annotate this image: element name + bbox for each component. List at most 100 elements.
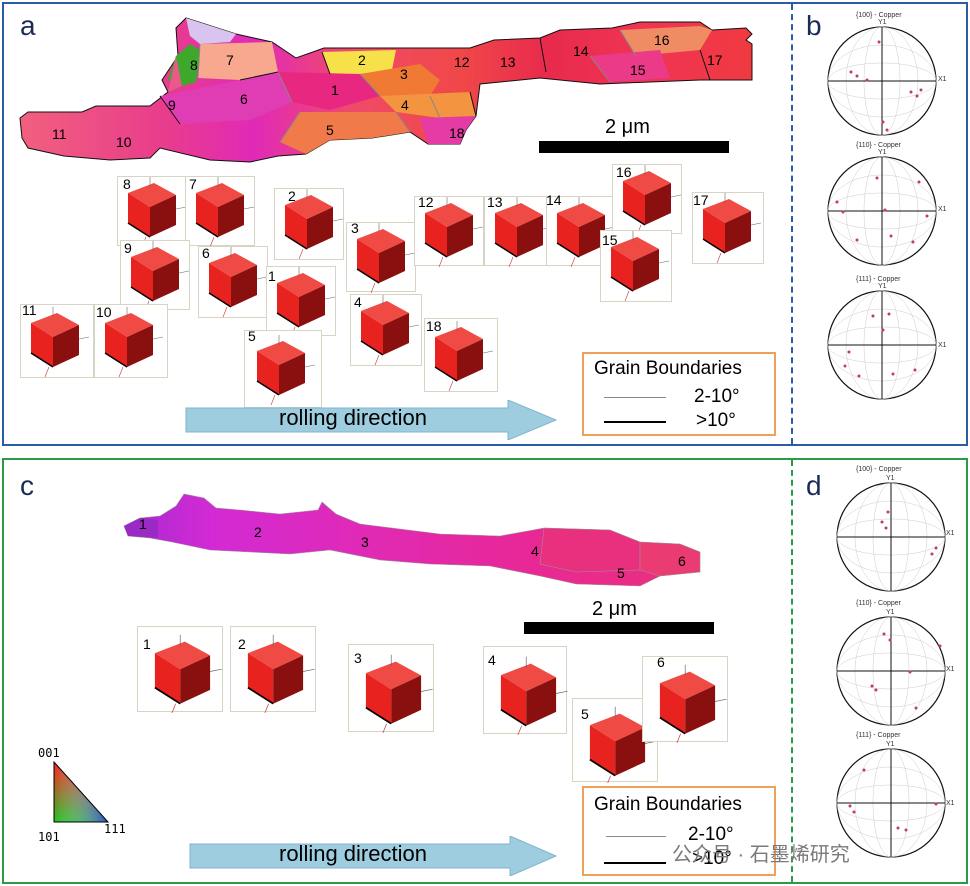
- pole-axis-x: X1: [946, 666, 955, 673]
- cube-label-bottom: 5: [581, 706, 589, 722]
- cube-label-bottom: 1: [143, 636, 151, 652]
- cube-box-top: [424, 318, 498, 392]
- grain-label-bottom-1: 1: [139, 516, 147, 532]
- pole-axis-x: X1: [938, 342, 947, 349]
- cube-box-bottom: [230, 626, 316, 717]
- cube-label-top: 1: [268, 268, 276, 284]
- cube-box-top: [274, 188, 344, 260]
- pole-figure-title: {110} - Copper: [856, 600, 902, 607]
- cube-label-top: 11: [22, 302, 37, 318]
- legend-line-high: [604, 862, 666, 864]
- cube-label-top: 6: [202, 245, 210, 261]
- grain-label-top-3: 3: [400, 66, 408, 82]
- panel-ab-frame: [2, 2, 968, 446]
- grain-label-bottom-4: 4: [531, 543, 539, 559]
- grain-label-top-7: 7: [226, 52, 234, 68]
- pole-axis-y: Y1: [878, 19, 887, 26]
- legend-line-low: [604, 397, 666, 398]
- pole-figure-title: {110} - Copper: [856, 142, 902, 149]
- cube-label-top: 2: [288, 188, 296, 204]
- grain-label-top-2: 2: [358, 52, 366, 68]
- cube-label-top: 17: [693, 192, 709, 208]
- ebsd-map-top: [19, 17, 753, 163]
- cube-box-top: [20, 304, 94, 378]
- grain-label-top-15: 15: [630, 62, 646, 78]
- grain-label-top-4: 4: [401, 97, 409, 113]
- pole-axis-y: Y1: [878, 149, 887, 156]
- cube-box-top: [350, 294, 422, 366]
- pole-figure-title: {111} - Copper: [856, 276, 901, 283]
- pole-figure-title: {100} - Copper: [856, 12, 902, 19]
- pole-axis-y: Y1: [886, 741, 895, 748]
- cube-box-top: [612, 164, 682, 236]
- grain-label-top-16: 16: [654, 32, 670, 48]
- cube-box-bottom: [642, 656, 728, 747]
- legend-title: Grain Boundaries: [594, 794, 742, 815]
- pole-figure-100-top: [827, 26, 937, 136]
- pole-axis-x: X1: [938, 206, 947, 213]
- cube-label-top: 7: [189, 176, 197, 192]
- cube-box-top: [414, 196, 484, 268]
- pole-figure-110-top: [827, 156, 937, 266]
- pole-figure-111-bottom: [836, 748, 946, 858]
- rolling-direction-label-bottom: rolling direction: [279, 841, 427, 866]
- grain-label-bottom-3: 3: [361, 534, 369, 550]
- pole-figure-title: {100} - Copper: [856, 466, 902, 473]
- pole-figure-100-bottom: [836, 482, 946, 592]
- legend-label-high: >10°: [696, 410, 736, 431]
- triangle-label-111: 111: [104, 822, 126, 836]
- scale-bar-label-bottom: 2 μm: [592, 598, 637, 620]
- pole-figure-110-bottom: [836, 616, 946, 726]
- cube-label-top: 13: [487, 194, 503, 210]
- grain-label-top-8: 8: [190, 57, 198, 73]
- cube-label-top: 9: [124, 240, 132, 256]
- pole-figure-111-top: [827, 290, 937, 400]
- triangle-label-001: 001: [38, 746, 60, 760]
- panel-ab-divider: [791, 4, 793, 444]
- cube-box-top: [266, 266, 336, 338]
- rolling-direction-arrow-top: [185, 400, 558, 440]
- legend-label-low: 2-10°: [688, 824, 734, 845]
- panel-label-b: b: [806, 10, 822, 41]
- cube-box-top: [198, 246, 268, 318]
- grain-label-top-17: 17: [707, 52, 723, 68]
- pole-axis-x: X1: [946, 800, 955, 807]
- rolling-direction-arrow-bottom: [189, 836, 558, 876]
- cube-label-top: 10: [96, 304, 112, 320]
- grain-label-top-6: 6: [240, 91, 248, 107]
- cube-box-bottom: [483, 646, 569, 739]
- cube-box-bottom: [137, 626, 223, 717]
- cube-box-top: [692, 192, 764, 264]
- cube-label-top: 18: [426, 318, 442, 334]
- grain-label-top-12: 12: [454, 54, 470, 70]
- panel-label-d: d: [806, 470, 822, 501]
- cube-box-top: [185, 176, 255, 248]
- cube-label-top: 8: [123, 176, 131, 192]
- grain-label-bottom-2: 2: [254, 524, 262, 540]
- cube-label-top: 14: [546, 192, 562, 208]
- panel-label-a: a: [20, 10, 36, 41]
- grain-label-top-9: 9: [168, 97, 176, 113]
- cube-label-top: 16: [616, 164, 632, 180]
- cube-label-bottom: 3: [354, 650, 362, 666]
- grain-label-bottom-5: 5: [617, 565, 625, 581]
- legend-title: Grain Boundaries: [594, 358, 742, 379]
- panel-cd-frame: [2, 458, 968, 884]
- grain-label-top-13: 13: [500, 54, 516, 70]
- pole-axis-y: Y1: [886, 609, 895, 616]
- grain-label-top-14: 14: [573, 43, 589, 59]
- cube-box-bottom: [348, 644, 434, 737]
- pole-axis-x: X1: [938, 76, 947, 83]
- cube-label-bottom: 6: [657, 654, 665, 670]
- grain-label-top-11: 11: [52, 126, 67, 142]
- panel-label-c: c: [20, 470, 34, 501]
- legend-label-high: >10°: [692, 848, 732, 869]
- pole-figure-title: {111} - Copper: [856, 732, 901, 739]
- ebsd-map-bottom: [123, 493, 701, 587]
- cube-box-top: [120, 240, 190, 312]
- legend-label-low: 2-10°: [694, 386, 740, 407]
- rolling-direction-label-top: rolling direction: [279, 405, 427, 430]
- grain-boundary-legend-bottom: Grain Boundaries 2-10° >10°: [582, 786, 776, 876]
- scale-bar-bottom: [524, 622, 714, 634]
- cube-label-top: 4: [354, 294, 362, 310]
